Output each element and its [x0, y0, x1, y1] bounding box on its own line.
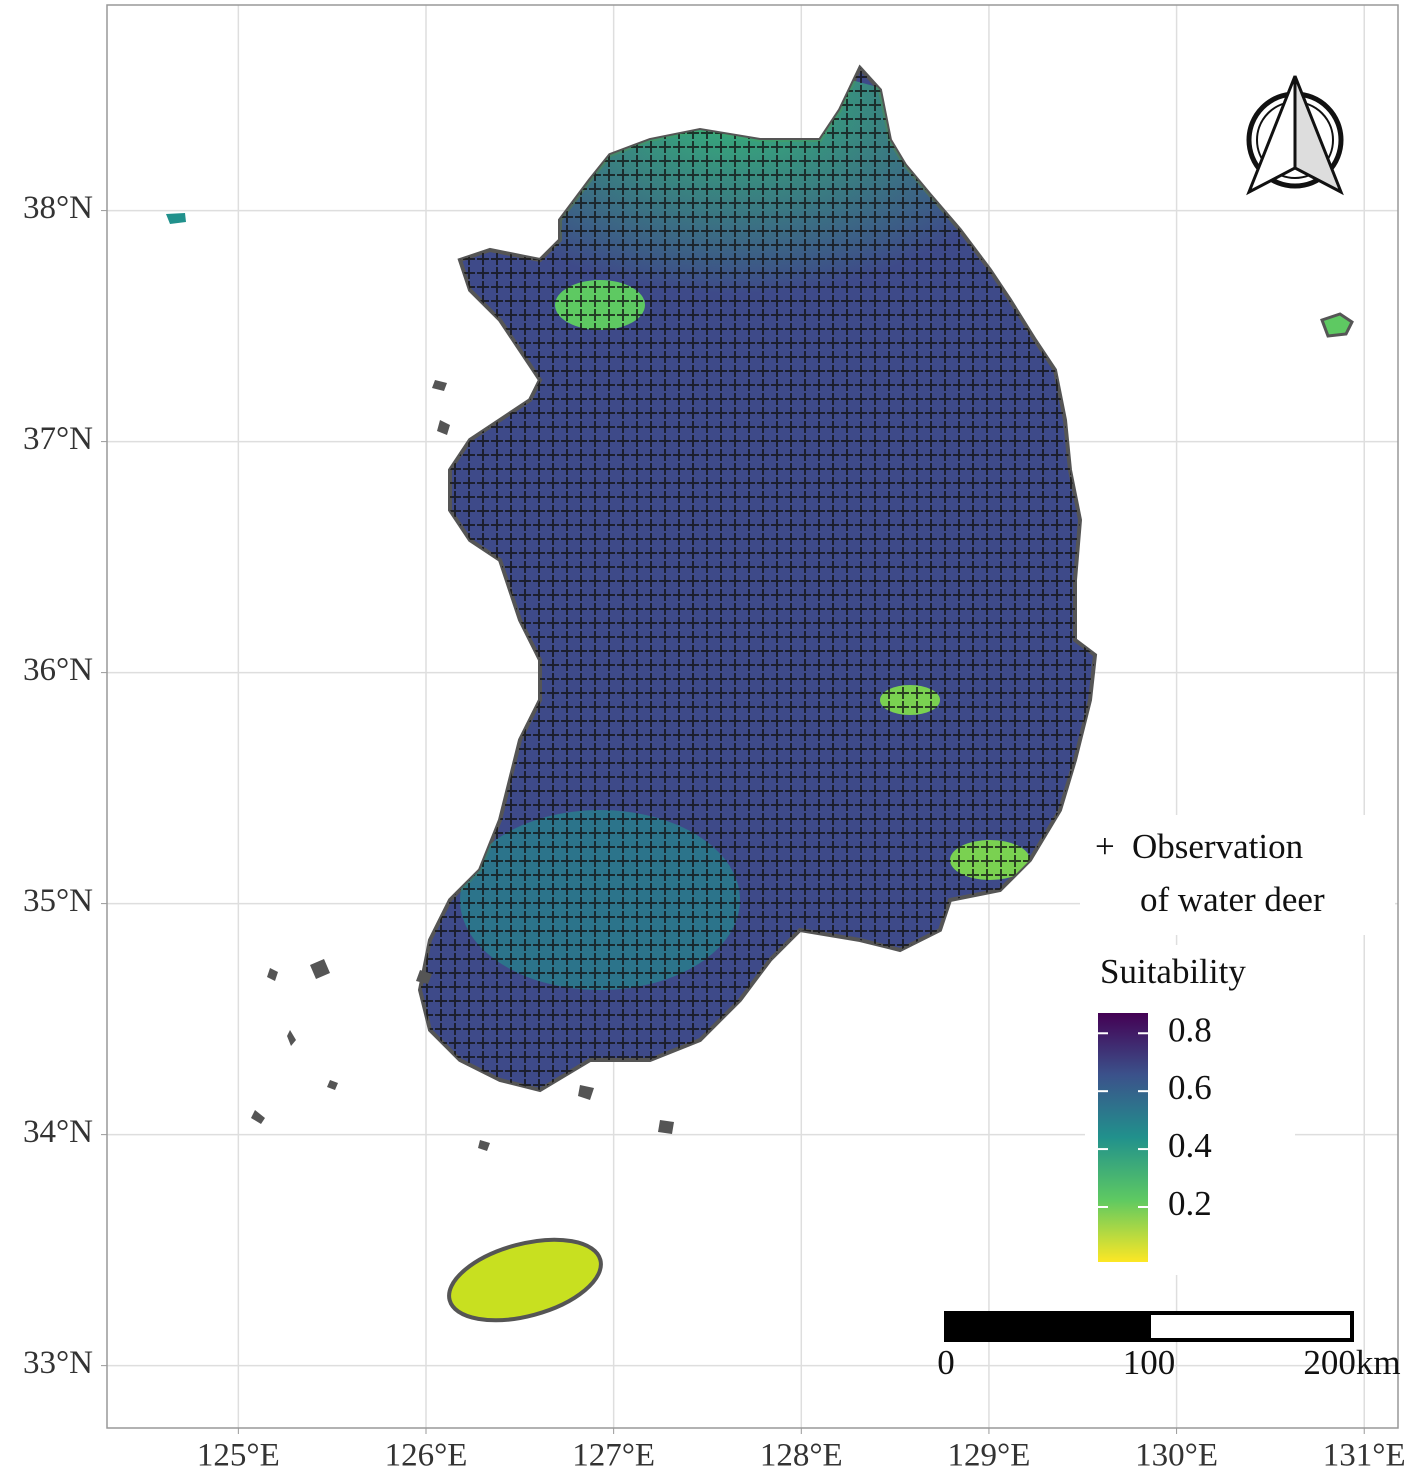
legend-symbol: +	[1095, 827, 1115, 866]
y-tick-label: 37°N	[23, 421, 93, 457]
colorbar-title: Suitability	[1100, 952, 1246, 991]
scale-bar-segment	[944, 1311, 1151, 1342]
scale-bar-segment	[1147, 1311, 1354, 1342]
x-tick-label: 129°E	[948, 1438, 1031, 1474]
legend-box	[1080, 815, 1395, 935]
x-tick-label: 130°E	[1135, 1438, 1218, 1474]
y-tick-label: 35°N	[23, 883, 93, 919]
x-tick-label: 126°E	[385, 1438, 468, 1474]
scale-bar-label: 100	[1123, 1343, 1176, 1382]
colorbar	[1098, 1013, 1148, 1262]
x-tick-label: 131°E	[1323, 1438, 1406, 1474]
colorbar-tick-label: 0.4	[1168, 1126, 1212, 1165]
jeju-island	[447, 1237, 603, 1323]
north-arrow	[1246, 75, 1344, 196]
x-tick-label: 127°E	[572, 1438, 655, 1474]
y-tick-label: 34°N	[23, 1114, 93, 1150]
y-tick-label: 33°N	[23, 1345, 93, 1381]
legend-label: Observation	[1132, 827, 1303, 866]
x-tick-label: 128°E	[760, 1438, 843, 1474]
colorbar-tick-label: 0.6	[1168, 1068, 1212, 1107]
overlay: 125°E 126°E 127°E 128°E 129°E 130°E 131°E 33°N 3…	[23, 190, 1406, 1473]
y-tick-label: 36°N	[23, 652, 93, 688]
west-island	[166, 213, 186, 224]
ulleung-island	[1320, 312, 1354, 338]
legend-label: of water deer	[1140, 880, 1325, 919]
x-tick-label: 125°E	[197, 1438, 280, 1474]
y-tick-label: 38°N	[23, 190, 93, 226]
scale-bar-label: 200km	[1303, 1343, 1400, 1382]
scale-bar-label: 0	[937, 1343, 955, 1382]
colorbar-tick-label: 0.8	[1168, 1010, 1212, 1049]
colorbar-tick-label: 0.2	[1168, 1184, 1212, 1223]
panel-border	[106, 4, 1399, 1429]
